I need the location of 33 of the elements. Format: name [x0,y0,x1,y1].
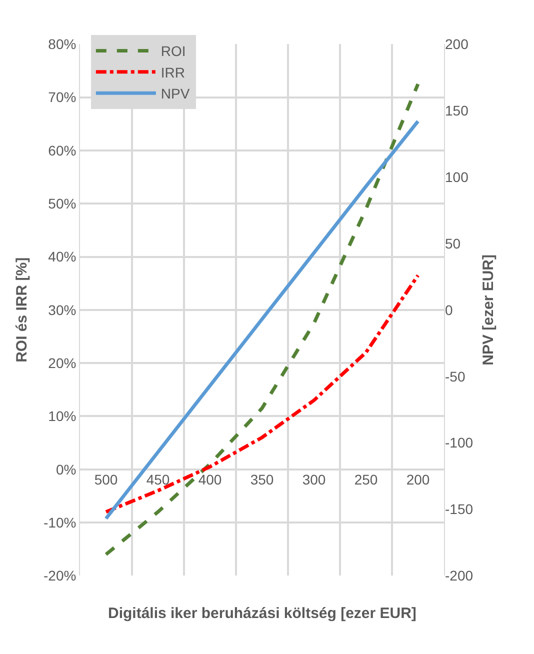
x-tick-label: 500 [94,471,118,488]
y2-tick-label: -50 [445,368,466,384]
y2-tick-label: 100 [445,168,469,185]
legend-label: ROI [160,43,186,60]
x-tick-label: 200 [406,471,430,488]
x-axis-title: Digitális iker beruházási költség [ezer EUR] [108,605,416,622]
y2-axis-title: NPV [ezer EUR] [480,254,498,366]
y-tick-label: 20% [48,354,76,371]
y2-tick-label: -200 [445,568,474,584]
legend-label: NPV [160,86,190,102]
y-tick-label: 0% [56,461,76,478]
y-axis-title: ROI és IRR [%] [14,257,31,362]
y2-tick-label: -150 [445,501,474,518]
legend-label: IRR [160,64,186,80]
x-tick-label: 300 [302,471,326,488]
y-tick-label: 30% [48,302,76,318]
x-tick-label: 250 [354,471,378,488]
y2-tick-label: 150 [445,102,469,118]
y-tick-label: 10% [48,408,76,424]
y-tick-label: 80% [48,36,76,52]
x-tick-label: 400 [198,471,222,488]
y-tick-label: 50% [48,196,76,212]
x-tick-label: 350 [250,471,274,488]
y2-tick-label: 200 [445,36,469,52]
y2-tick-label: 50 [445,235,461,252]
y-tick-label: 60% [48,142,76,158]
y2-tick-label: 0 [445,302,453,318]
y2-tick-label: -100 [445,434,474,451]
x-tick-label: 450 [146,471,170,488]
y-tick-label: -20% [44,568,76,584]
y-tick-label: 40% [48,248,76,265]
y-tick-label: -10% [44,514,76,530]
y-tick-label: 70% [48,89,76,106]
